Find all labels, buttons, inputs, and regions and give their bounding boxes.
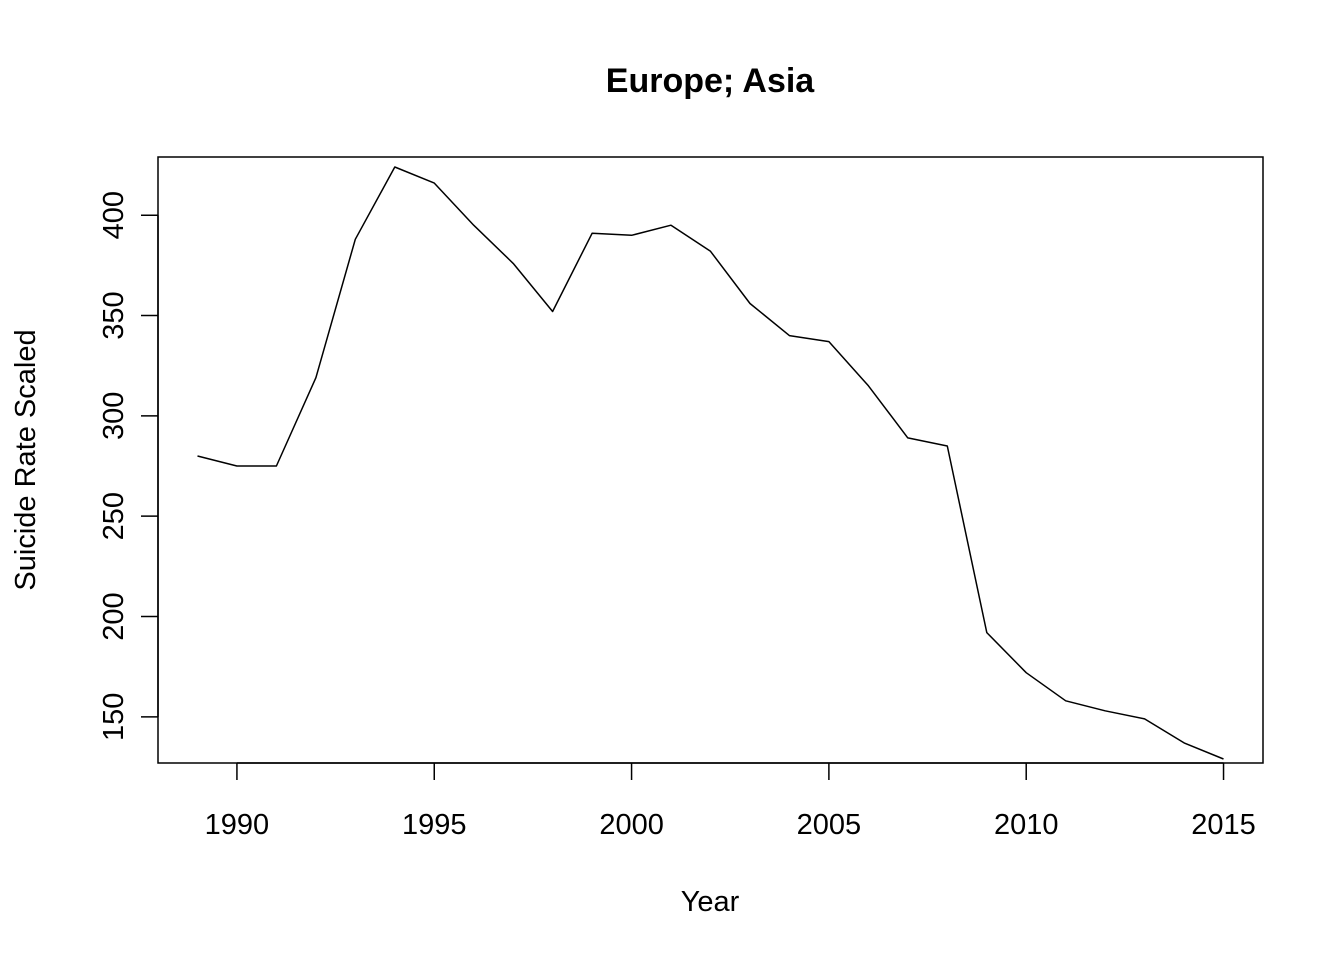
plot-frame [157,156,1264,764]
y-axis: 150 200 250 300 350 400 [98,191,159,741]
y-axis-label: Suicide Rate Scaled [10,329,42,590]
x-tick-label: 1990 [205,809,270,841]
chart-title: Europe; Asia [606,62,816,100]
y-tick-label: 150 [98,693,130,741]
x-axis: 1990 1995 2000 2005 2010 2015 [205,762,1256,841]
y-tick-label: 400 [98,191,130,239]
x-axis-label: Year [681,886,740,918]
series-layer [197,166,1224,760]
y-tick-label: 350 [98,291,130,339]
x-tick-label: 2005 [797,809,862,841]
x-tick-label: 2010 [994,809,1059,841]
y-tick-label: 250 [98,492,130,540]
series-line [197,166,1224,760]
x-tick-label: 2000 [599,809,664,841]
y-tick-label: 300 [98,392,130,440]
y-tick-label: 200 [98,592,130,640]
x-tick-label: 1995 [402,809,467,841]
x-tick-label: 2015 [1191,809,1256,841]
